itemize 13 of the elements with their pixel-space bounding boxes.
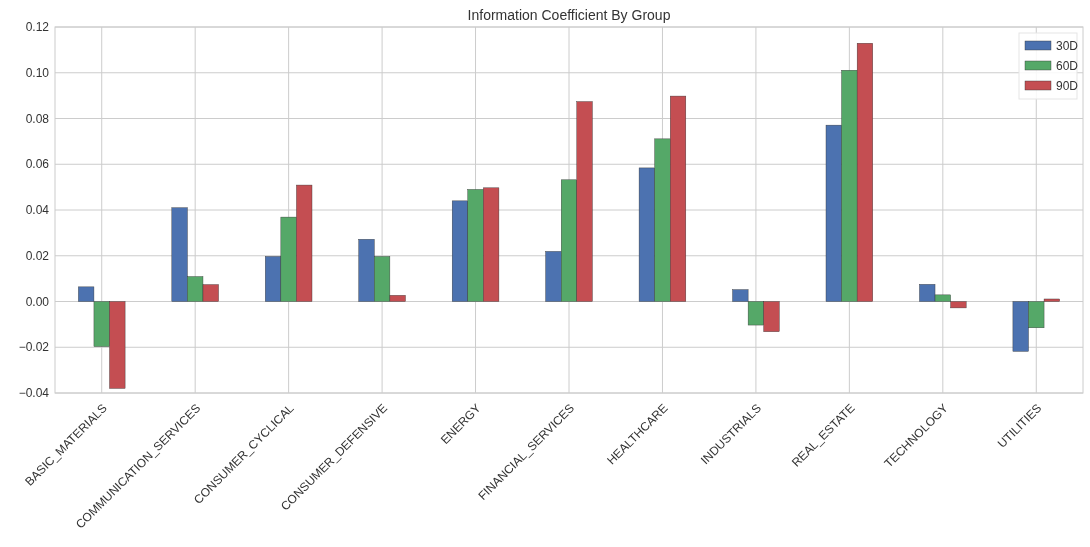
chart-title: Information Coefficient By Group [467, 7, 671, 23]
y-tick-label: 0.06 [25, 157, 50, 172]
y-tick-label: −0.02 [18, 340, 50, 355]
y-tick-label: 0.00 [25, 294, 50, 309]
y-tick-label: −0.04 [18, 386, 50, 401]
legend-label: 90D [1056, 78, 1079, 93]
y-tick-label: 0.08 [25, 111, 50, 126]
legend-label: 60D [1056, 58, 1079, 73]
y-tick-label: 0.02 [25, 248, 50, 263]
y-tick-label: 0.04 [25, 203, 50, 218]
y-tick-label: 0.10 [25, 65, 50, 80]
y-tick-label: 0.12 [25, 20, 50, 35]
legend-label: 30D [1056, 38, 1079, 53]
